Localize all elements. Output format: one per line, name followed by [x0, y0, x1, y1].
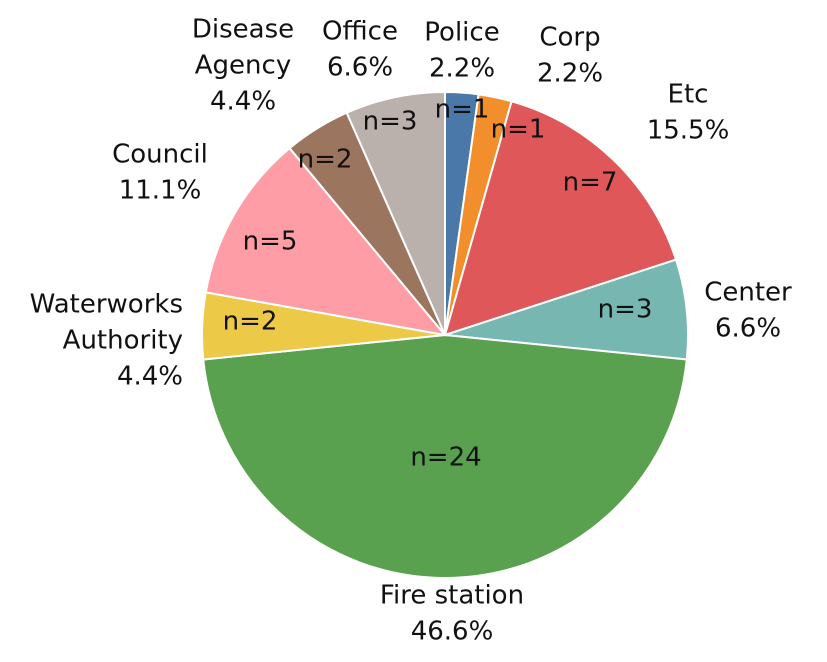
slice-label: Authority — [63, 326, 183, 356]
count-label: n=1 — [491, 115, 546, 145]
count-label: n=24 — [410, 443, 481, 473]
percent-label: 4.4% — [117, 362, 183, 392]
slice-label: Center — [704, 278, 792, 308]
slice-label: Etc — [668, 80, 709, 110]
slice-label: Council — [112, 140, 208, 170]
count-label: n=3 — [598, 295, 653, 325]
slice-label: Agency — [195, 51, 291, 81]
percent-label: 46.6% — [411, 617, 494, 647]
slice-label: Disease — [192, 15, 294, 45]
slice-label: Corp — [539, 23, 600, 53]
count-label: n=5 — [243, 227, 298, 257]
percent-label: 2.2% — [537, 59, 603, 89]
percent-label: 2.2% — [429, 54, 495, 84]
pie-slice — [202, 333, 688, 579]
count-label: n=2 — [223, 307, 278, 337]
slice-label: Fire station — [380, 581, 524, 611]
pie-slice — [443, 100, 678, 337]
slice-label: Office — [322, 17, 398, 47]
count-label: n=7 — [563, 168, 618, 198]
count-label: n=1 — [435, 95, 490, 125]
percent-label: 6.6% — [327, 53, 393, 83]
percent-label: 15.5% — [647, 116, 730, 146]
count-label: n=2 — [298, 145, 353, 175]
slice-label: Police — [424, 18, 499, 48]
percent-label: 11.1% — [119, 176, 202, 206]
slice-label: Waterworks — [30, 290, 183, 320]
percent-label: 4.4% — [210, 87, 276, 117]
percent-label: 6.6% — [715, 314, 781, 344]
pie-slice — [345, 90, 446, 336]
count-label: n=3 — [363, 107, 418, 137]
pie-slice — [204, 146, 448, 337]
